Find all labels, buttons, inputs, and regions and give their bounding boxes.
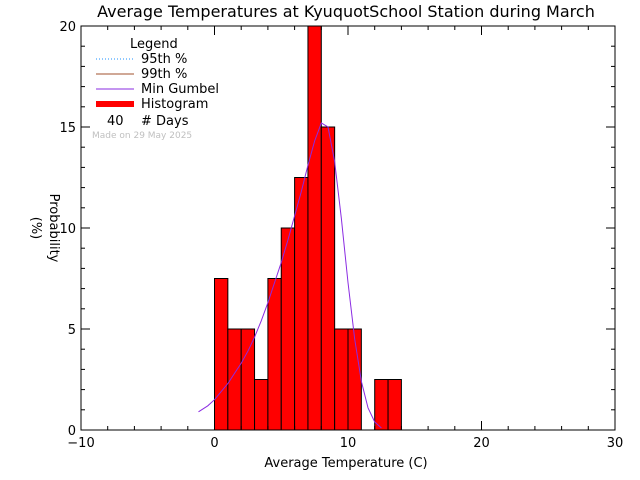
y-axis-label-group: Probability (%)	[28, 194, 61, 263]
y-ticks: 0 5 10 15 20	[59, 20, 615, 439]
histogram-bars	[214, 25, 402, 431]
legend-days-count: 40	[107, 114, 124, 129]
gumbel-curve-line	[198, 122, 382, 429]
x-tick-label: 30	[607, 436, 624, 451]
histogram-bar-2	[240, 328, 256, 431]
y-tick-label: 15	[59, 121, 76, 136]
y-tick-label: 5	[68, 323, 76, 338]
histogram-bar-13	[387, 379, 402, 431]
y-tick-label: 20	[59, 20, 76, 35]
x-axis-label: Average Temperature (C)	[264, 456, 427, 471]
histogram-bar-6	[294, 177, 309, 431]
histogram-bar-1	[227, 328, 242, 431]
x-tick-label: 20	[473, 436, 490, 451]
histogram-bar-10	[347, 328, 362, 431]
y-axis-unit: (%)	[28, 217, 43, 240]
legend-label-3: Histogram	[141, 97, 208, 112]
y-tick-label: 10	[59, 222, 76, 237]
x-tick-label: 0	[210, 436, 218, 451]
histogram-bar-9	[334, 328, 349, 431]
legend-label-0: 95th %	[141, 52, 187, 67]
x-tick-label: −10	[67, 436, 94, 451]
y-axis-label: Probability	[46, 194, 61, 263]
gumbel-curve-layer	[198, 122, 382, 429]
y-tick-label: 0	[68, 424, 76, 439]
x-ticks: −10 0 10 20 30	[67, 26, 623, 451]
histogram-bar-0	[214, 278, 229, 431]
histogram-bar-12	[374, 379, 389, 431]
legend-label-2: Min Gumbel	[141, 82, 219, 97]
histogram-bar-8	[320, 126, 336, 431]
made-on-stamp: Made on 29 May 2025	[92, 131, 192, 141]
legend-title: Legend	[130, 37, 178, 52]
histogram-bar-4	[267, 278, 282, 431]
legend-days-label: # Days	[141, 114, 189, 129]
x-tick-label: 10	[340, 436, 357, 451]
histogram-bar-5	[280, 227, 296, 431]
chart-title: Average Temperatures at KyuquotSchool St…	[97, 2, 595, 21]
legend-label-1: 99th %	[141, 67, 187, 82]
histogram-bar-7	[307, 25, 322, 431]
histogram-bar-3	[254, 379, 269, 431]
